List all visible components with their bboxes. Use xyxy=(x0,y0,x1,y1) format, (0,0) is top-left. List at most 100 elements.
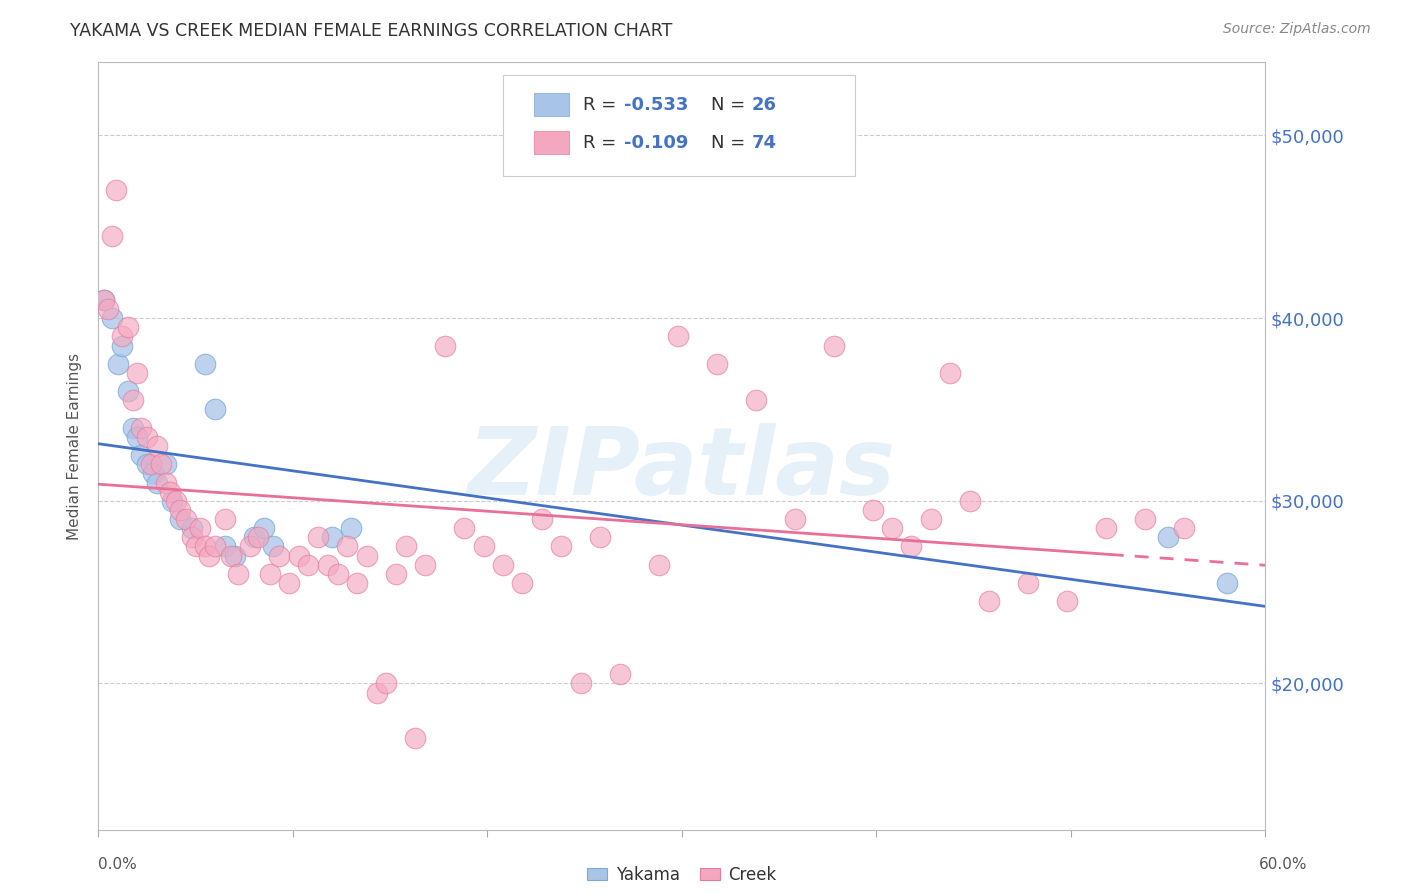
Point xyxy=(169,512,191,526)
Point xyxy=(122,393,145,408)
Point xyxy=(366,685,388,699)
Point xyxy=(472,540,495,554)
Point xyxy=(783,512,806,526)
Point xyxy=(224,549,246,563)
Point xyxy=(239,540,262,554)
Point xyxy=(93,293,115,307)
Legend: Yakama, Creek: Yakama, Creek xyxy=(581,859,783,890)
Point xyxy=(219,549,242,563)
Point xyxy=(340,521,363,535)
Point xyxy=(155,457,177,471)
Point xyxy=(194,540,217,554)
Point xyxy=(262,540,284,554)
Point xyxy=(413,558,436,572)
Point xyxy=(136,430,159,444)
Point xyxy=(117,320,139,334)
Text: R =: R = xyxy=(582,134,621,152)
Point xyxy=(1133,512,1156,526)
Text: 0.0%: 0.0% xyxy=(98,857,138,872)
Point xyxy=(512,576,534,591)
Point xyxy=(259,566,281,581)
Text: 26: 26 xyxy=(752,95,778,113)
Text: N =: N = xyxy=(711,134,751,152)
Text: Source: ZipAtlas.com: Source: ZipAtlas.com xyxy=(1223,22,1371,37)
Point xyxy=(243,530,266,544)
Point xyxy=(104,183,127,197)
Point xyxy=(129,448,152,462)
Point xyxy=(165,493,187,508)
Text: -0.109: -0.109 xyxy=(623,134,688,152)
Point xyxy=(228,566,250,581)
Point xyxy=(159,484,181,499)
Point xyxy=(745,393,768,408)
Point xyxy=(316,558,339,572)
Point xyxy=(1095,521,1118,535)
Point xyxy=(155,475,177,490)
Point xyxy=(278,576,301,591)
Point xyxy=(214,540,236,554)
Point xyxy=(117,384,139,399)
Point xyxy=(1173,521,1195,535)
Point xyxy=(1157,530,1180,544)
Point xyxy=(146,475,169,490)
Point xyxy=(307,530,329,544)
Point xyxy=(1017,576,1039,591)
Point xyxy=(169,503,191,517)
Point xyxy=(174,512,197,526)
Point xyxy=(862,503,884,517)
Point xyxy=(253,521,276,535)
Point xyxy=(900,540,922,554)
Point xyxy=(111,329,134,343)
Point xyxy=(101,229,124,244)
Point xyxy=(127,366,149,380)
Point xyxy=(269,549,291,563)
Point xyxy=(111,338,134,352)
Text: ZIPatlas: ZIPatlas xyxy=(468,423,896,515)
Point xyxy=(920,512,942,526)
Point xyxy=(142,467,165,481)
Point xyxy=(530,512,553,526)
Point xyxy=(97,301,120,316)
Point xyxy=(146,439,169,453)
Text: N =: N = xyxy=(711,95,751,113)
Point xyxy=(880,521,903,535)
Point xyxy=(93,293,115,307)
Point xyxy=(375,676,398,690)
Point xyxy=(180,521,202,535)
Point xyxy=(666,329,689,343)
Point xyxy=(188,521,211,535)
Point xyxy=(823,338,845,352)
FancyBboxPatch shape xyxy=(503,76,855,176)
Point xyxy=(550,540,572,554)
Point xyxy=(287,549,309,563)
Text: 74: 74 xyxy=(752,134,778,152)
Point xyxy=(395,540,418,554)
Point xyxy=(706,357,728,371)
Point xyxy=(149,457,172,471)
Point xyxy=(198,549,221,563)
Point xyxy=(184,540,207,554)
Point xyxy=(321,530,343,544)
Point xyxy=(433,338,456,352)
Point xyxy=(939,366,962,380)
Y-axis label: Median Female Earnings: Median Female Earnings xyxy=(67,352,83,540)
Point xyxy=(246,530,269,544)
FancyBboxPatch shape xyxy=(534,131,568,154)
Point xyxy=(1056,594,1078,608)
Point xyxy=(346,576,368,591)
Point xyxy=(1215,576,1237,591)
Point xyxy=(959,493,981,508)
Text: R =: R = xyxy=(582,95,621,113)
Point xyxy=(139,457,162,471)
Point xyxy=(979,594,1001,608)
Point xyxy=(122,421,145,435)
Point xyxy=(453,521,475,535)
Point xyxy=(297,558,319,572)
Point xyxy=(204,402,226,417)
Point xyxy=(356,549,378,563)
Text: YAKAMA VS CREEK MEDIAN FEMALE EARNINGS CORRELATION CHART: YAKAMA VS CREEK MEDIAN FEMALE EARNINGS C… xyxy=(70,22,672,40)
Point xyxy=(569,676,592,690)
Point xyxy=(609,667,631,681)
Point xyxy=(129,421,152,435)
Point xyxy=(204,540,226,554)
